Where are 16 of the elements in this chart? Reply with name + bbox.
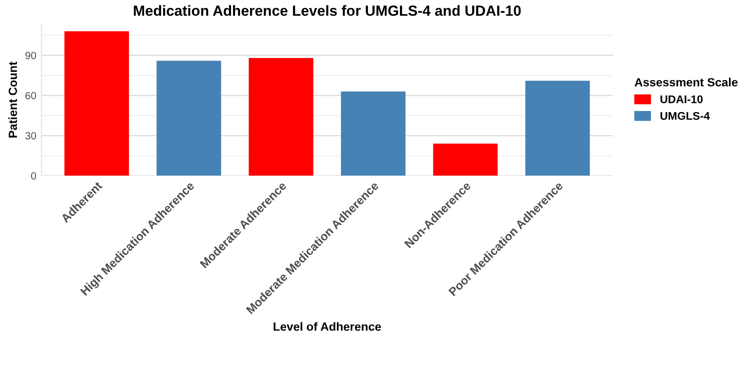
bar bbox=[433, 144, 498, 176]
y-tick-label: 90 bbox=[25, 52, 36, 60]
y-tick-label: 0 bbox=[31, 172, 36, 180]
y-tick-label: 30 bbox=[25, 132, 36, 140]
legend-title: Assessment Scale bbox=[634, 78, 738, 86]
y-axis-title: Patient Count bbox=[8, 62, 18, 138]
chart-title: Medication Adherence Levels for UMGLS-4 and UDAI-10 bbox=[134, 5, 521, 16]
bar bbox=[248, 58, 314, 176]
bar bbox=[340, 91, 406, 176]
y-tick-label: 60 bbox=[25, 92, 36, 100]
bar bbox=[156, 60, 222, 176]
legend-label: UDAI-10 bbox=[660, 95, 703, 104]
bar bbox=[525, 80, 590, 176]
legend-label: UMGLS-4 bbox=[660, 112, 710, 120]
bar bbox=[64, 31, 129, 176]
x-axis-title: Level of Adherence bbox=[274, 322, 381, 331]
